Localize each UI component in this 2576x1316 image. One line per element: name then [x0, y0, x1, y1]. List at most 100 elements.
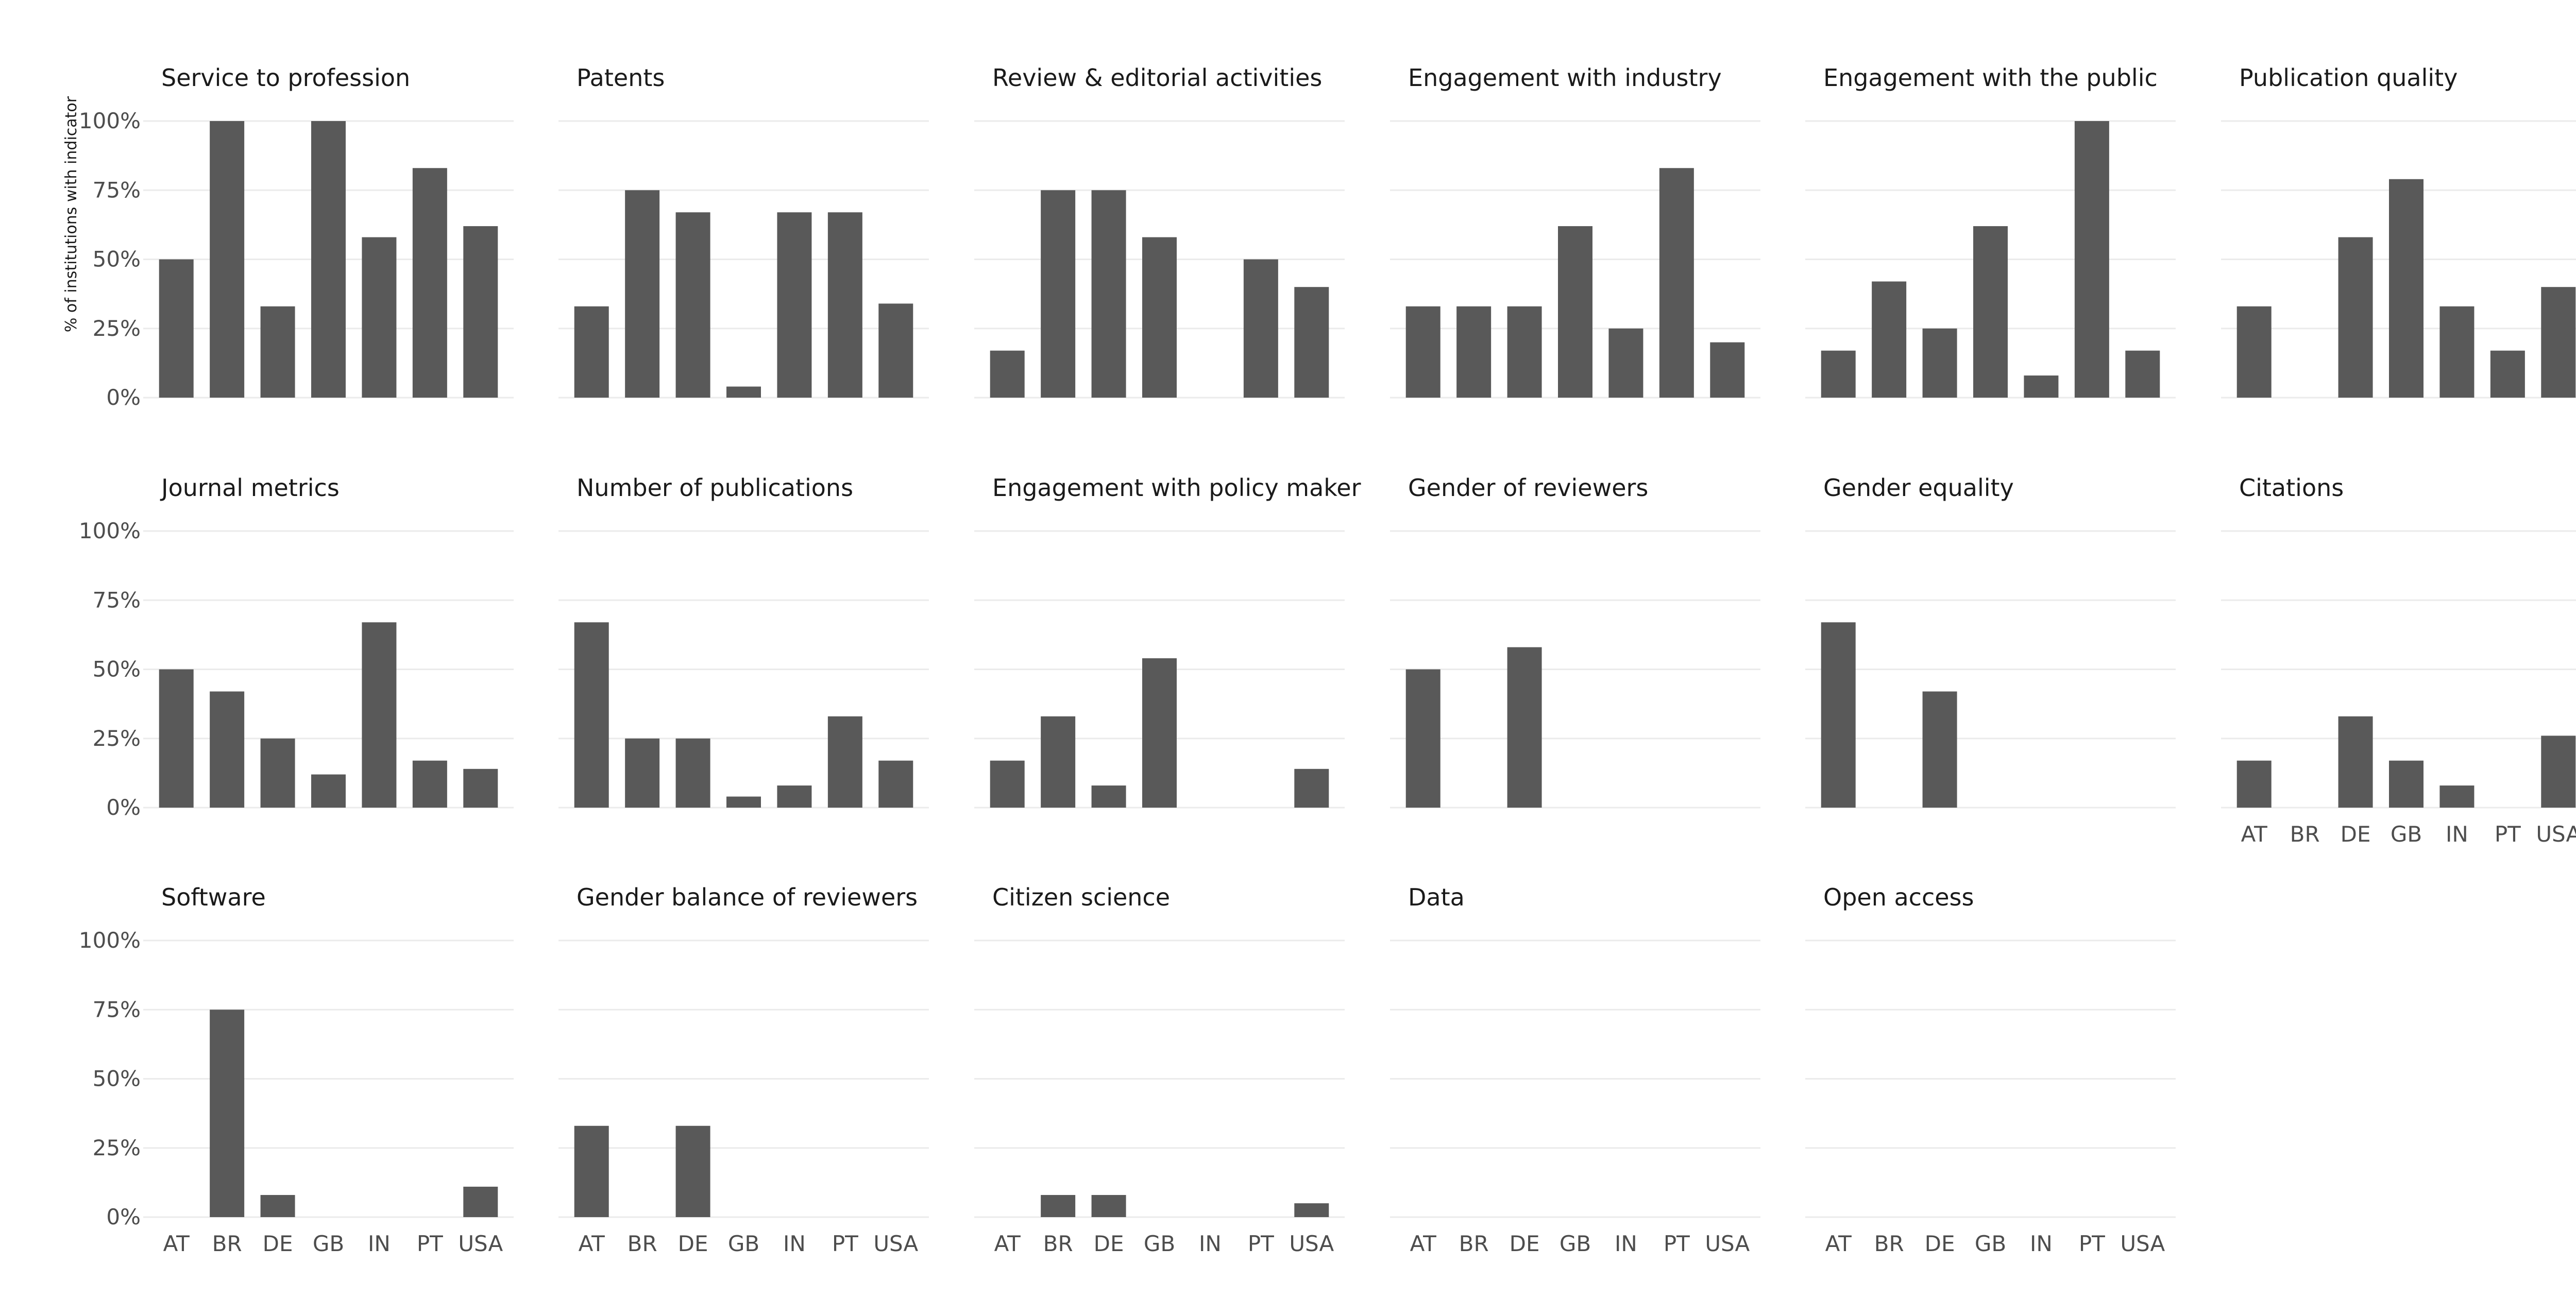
bar — [574, 622, 609, 808]
x-tick-label: GB — [1144, 1231, 1175, 1256]
bar — [2490, 350, 2525, 398]
bar — [159, 259, 194, 398]
bar — [1821, 622, 1856, 808]
bar — [210, 1010, 245, 1217]
x-tick-label: GB — [313, 1231, 344, 1256]
x-tick-label: USA — [2120, 1231, 2165, 1256]
bar — [574, 1125, 609, 1217]
bar — [1142, 658, 1177, 808]
bar — [827, 212, 862, 398]
y-tick-label: 0% — [106, 1204, 141, 1229]
bar — [159, 669, 194, 808]
bar — [1405, 669, 1440, 808]
y-tick-label: 0% — [106, 795, 141, 820]
bar — [2389, 179, 2424, 398]
bar — [2125, 350, 2160, 398]
x-tick-label: GB — [2391, 822, 2422, 847]
x-tick-label: GB — [728, 1231, 759, 1256]
x-tick-label: PT — [1664, 1231, 1690, 1256]
panel-title: Engagement with the public — [1823, 64, 2158, 92]
bar — [625, 738, 660, 808]
x-tick-label: BR — [628, 1231, 657, 1256]
panel-title: Engagement with policy maker — [992, 474, 1361, 502]
bar — [1041, 1195, 1076, 1217]
x-tick-label: BR — [1459, 1231, 1489, 1256]
x-tick-label: BR — [1874, 1231, 1904, 1256]
x-tick-label: AT — [2241, 822, 2267, 847]
panel-title: Data — [1408, 883, 1465, 911]
x-tick-label: IN — [1199, 1231, 1222, 1256]
bar — [1456, 306, 1492, 398]
panel-title: Patents — [577, 64, 665, 92]
y-tick-label: 50% — [93, 1066, 141, 1091]
x-tick-label: IN — [783, 1231, 806, 1256]
bar — [2439, 306, 2475, 398]
panel-title: Citizen science — [992, 883, 1170, 911]
x-tick-label: AT — [579, 1231, 605, 1256]
panel-title: Review & editorial activities — [992, 64, 1322, 92]
bar — [1659, 168, 1694, 398]
panel-title: Engagement with industry — [1408, 64, 1722, 92]
y-tick-label: 25% — [93, 1135, 141, 1160]
y-tick-label: 25% — [93, 316, 141, 341]
y-axis-label: % of institutions with indicator — [62, 96, 80, 332]
x-tick-label: IN — [2446, 822, 2468, 847]
bar — [2541, 736, 2576, 808]
x-tick-label: DE — [1094, 1231, 1124, 1256]
bar — [311, 121, 346, 398]
bar — [311, 774, 346, 808]
bar — [726, 796, 761, 808]
bar — [1922, 691, 1957, 808]
y-tick-label: 100% — [79, 518, 141, 543]
bar — [1710, 342, 1745, 398]
bar — [362, 237, 397, 398]
bar — [1243, 259, 1278, 398]
panel-title: Open access — [1823, 883, 1974, 911]
bar — [463, 768, 498, 808]
x-tick-label: PT — [832, 1231, 858, 1256]
bar — [2024, 375, 2059, 398]
y-tick-label: 75% — [93, 997, 141, 1022]
x-tick-label: DE — [678, 1231, 708, 1256]
panel-title: Gender equality — [1823, 474, 2014, 502]
bar — [463, 226, 498, 398]
bar — [1973, 226, 2008, 398]
panel-title: Service to profession — [161, 64, 410, 92]
panel-title: Citations — [2239, 474, 2344, 502]
bar — [827, 716, 862, 808]
bar — [625, 190, 660, 398]
bar — [1091, 785, 1126, 808]
bar — [990, 350, 1025, 398]
x-tick-label: BR — [212, 1231, 242, 1256]
x-tick-label: DE — [1925, 1231, 1955, 1256]
bar — [1041, 716, 1076, 808]
x-tick-label: IN — [1615, 1231, 1637, 1256]
bar — [1294, 768, 1329, 808]
bar — [1294, 287, 1329, 398]
y-tick-label: 75% — [93, 177, 141, 202]
bar — [2389, 760, 2424, 808]
x-tick-label: DE — [1510, 1231, 1540, 1256]
y-tick-label: 75% — [93, 587, 141, 612]
bar — [878, 760, 913, 808]
x-tick-label: USA — [2536, 822, 2576, 847]
x-tick-label: AT — [1410, 1231, 1436, 1256]
bar — [2236, 306, 2272, 398]
bar — [463, 1186, 498, 1217]
x-tick-label: PT — [2079, 1231, 2105, 1256]
x-tick-label: USA — [1705, 1231, 1750, 1256]
bar — [1091, 190, 1126, 398]
x-tick-label: GB — [1560, 1231, 1591, 1256]
bar — [412, 760, 447, 808]
bar — [675, 212, 710, 398]
panel-title: Gender balance of reviewers — [577, 883, 918, 911]
bar — [1041, 190, 1076, 398]
bar — [260, 738, 295, 808]
y-tick-label: 25% — [93, 726, 141, 751]
x-tick-label: BR — [1043, 1231, 1073, 1256]
x-tick-label: AT — [1825, 1231, 1852, 1256]
panel-title: Number of publications — [577, 474, 853, 502]
bar — [1405, 306, 1440, 398]
y-tick-label: 50% — [93, 247, 141, 272]
